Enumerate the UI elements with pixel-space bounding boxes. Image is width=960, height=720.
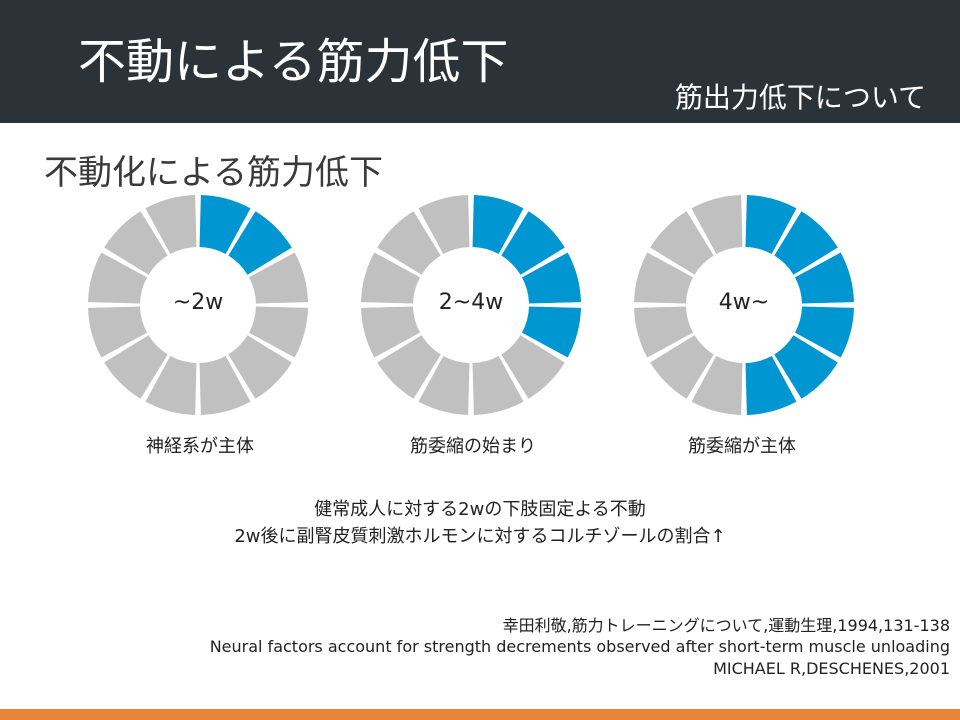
bottom-accent-bar xyxy=(0,709,960,720)
section-heading: 不動化による筋力低下 xyxy=(44,153,383,193)
donut-0-segment-7 xyxy=(104,335,168,399)
donut-0-segment-3 xyxy=(248,306,308,358)
donut-2-segment-5 xyxy=(745,355,797,415)
donut-caption-1: 筋委縮の始まり xyxy=(410,436,536,457)
donut-2-segment-11 xyxy=(691,195,743,255)
donut-1-segment-9 xyxy=(361,252,421,304)
note-line-2: 2w後に副腎皮質刺激ホルモンに対するコルチゾールの割合↑ xyxy=(234,526,726,547)
page-title: 不動による筋力低下 xyxy=(78,34,509,90)
donut-2-segment-2 xyxy=(794,252,854,304)
page-subtitle: 筋出力低下について xyxy=(674,81,926,114)
donut-0-segment-8 xyxy=(88,306,148,358)
donut-svg-0 xyxy=(88,195,308,415)
donut-0-segment-4 xyxy=(228,335,292,399)
donut-2-segment-7 xyxy=(650,335,714,399)
donut-chart-0: ~2w xyxy=(88,195,308,415)
donut-1-segment-2 xyxy=(521,252,581,304)
donut-2-segment-8 xyxy=(634,306,694,358)
donut-2-segment-1 xyxy=(774,211,838,275)
donut-svg-2 xyxy=(634,195,854,415)
reference-line-3: MICHAEL R,DESCHENES,2001 xyxy=(713,659,950,678)
donut-chart-1: 2~4w xyxy=(361,195,581,415)
donut-1-segment-7 xyxy=(377,335,441,399)
donut-0-segment-11 xyxy=(145,195,197,255)
donut-2-segment-4 xyxy=(774,335,838,399)
donut-label-0: ~2w xyxy=(172,290,224,315)
donut-1-segment-8 xyxy=(361,306,421,358)
donut-svg-1 xyxy=(361,195,581,415)
donut-label-2: 4w~ xyxy=(718,290,770,315)
donut-chart-2: 4w~ xyxy=(634,195,854,415)
donut-0-segment-10 xyxy=(104,211,168,275)
donut-1-segment-6 xyxy=(418,355,470,415)
donut-0-segment-0 xyxy=(199,195,251,255)
donut-2-segment-6 xyxy=(691,355,743,415)
header-bar: 不動による筋力低下 筋出力低下について xyxy=(0,0,960,123)
donut-2-segment-9 xyxy=(634,252,694,304)
donut-0-segment-9 xyxy=(88,252,148,304)
reference-line-2: Neural factors account for strength decr… xyxy=(209,637,950,656)
note-line-1: 健常成人に対する2wの下肢固定よる不動 xyxy=(314,499,646,520)
donut-0-segment-6 xyxy=(145,355,197,415)
donut-0-segment-1 xyxy=(228,211,292,275)
donut-2-segment-10 xyxy=(650,211,714,275)
donut-1-segment-4 xyxy=(501,335,565,399)
donut-1-segment-1 xyxy=(501,211,565,275)
donut-1-segment-3 xyxy=(521,306,581,358)
donut-caption-0: 神経系が主体 xyxy=(146,436,254,457)
donut-2-segment-0 xyxy=(745,195,797,255)
donut-1-segment-11 xyxy=(418,195,470,255)
donut-caption-2: 筋委縮が主体 xyxy=(688,436,796,457)
donut-0-segment-2 xyxy=(248,252,308,304)
donut-1-segment-10 xyxy=(377,211,441,275)
reference-line-1: 幸田利敬,筋力トレーニングについて,運動生理,1994,131-138 xyxy=(502,616,950,635)
donut-2-segment-3 xyxy=(794,306,854,358)
donut-label-1: 2~4w xyxy=(438,290,504,315)
donut-1-segment-0 xyxy=(472,195,524,255)
donut-0-segment-5 xyxy=(199,355,251,415)
donut-1-segment-5 xyxy=(472,355,524,415)
